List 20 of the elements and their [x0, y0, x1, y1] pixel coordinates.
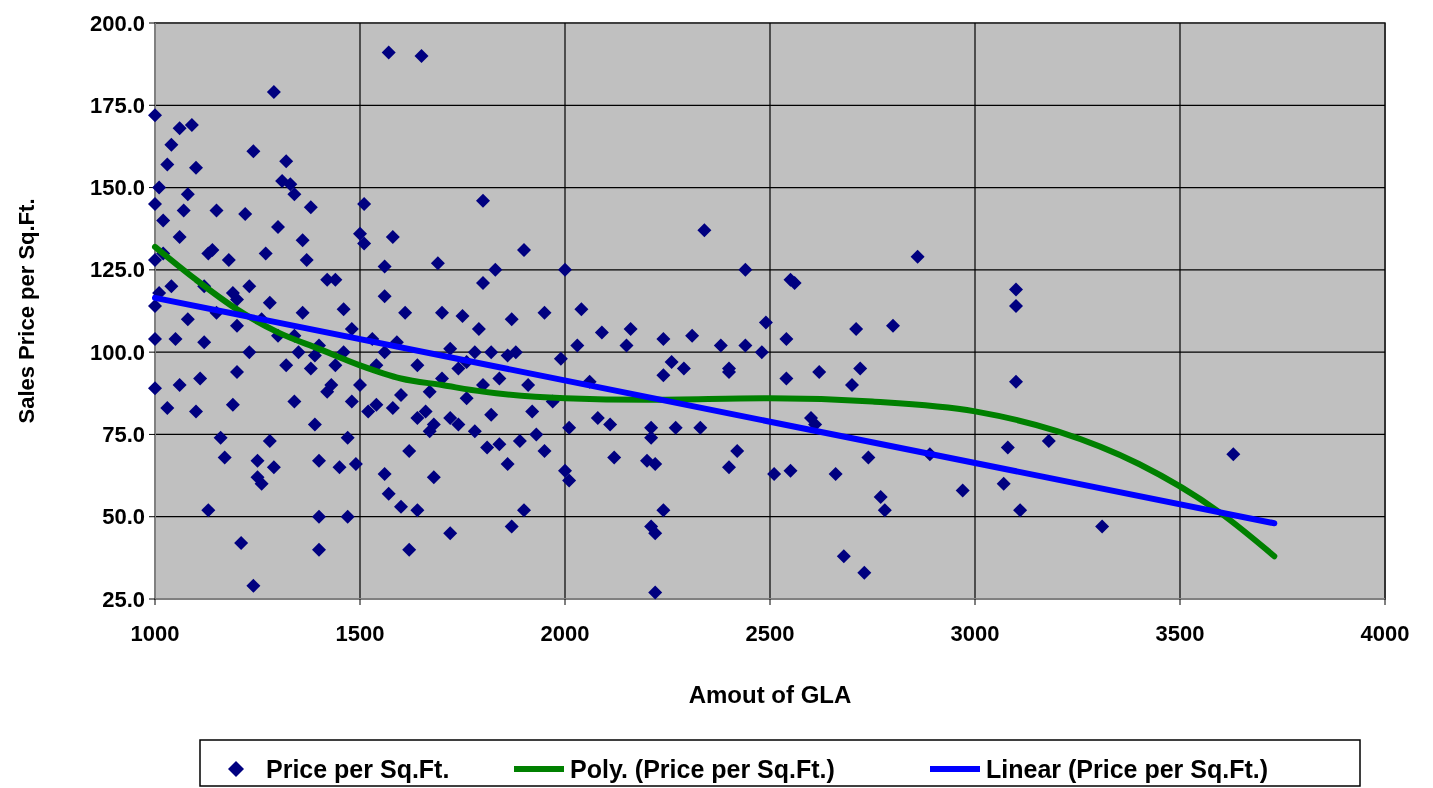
y-axis-title: Sales Price per Sq.Ft. [14, 198, 39, 424]
y-tick-label: 125.0 [89, 257, 145, 283]
y-tick-label: 25.0 [102, 586, 145, 612]
x-axis-title: Amout of GLA [688, 681, 852, 708]
y-tick-label: 200.0 [89, 10, 145, 36]
y-tick-label: 50.0 [102, 504, 145, 530]
y-tick-label: 100.0 [89, 339, 145, 365]
x-tick-label: 1500 [335, 621, 385, 646]
x-tick-label: 3500 [1155, 621, 1205, 646]
x-tick-label: 4000 [1360, 621, 1410, 646]
legend-label: Price per Sq.Ft. [266, 755, 450, 783]
legend-label: Poly. (Price per Sq.Ft.) [570, 755, 835, 783]
y-tick-label: 150.0 [89, 175, 145, 201]
x-tick-label: 2000 [540, 621, 590, 646]
x-tick-label: 1000 [130, 621, 180, 646]
x-tick-label: 3000 [950, 621, 1000, 646]
y-tick-label: 75.0 [102, 421, 145, 447]
x-tick-label: 2500 [745, 621, 795, 646]
y-tick-label: 175.0 [89, 92, 145, 118]
legend-label: Linear (Price per Sq.Ft.) [986, 755, 1269, 783]
